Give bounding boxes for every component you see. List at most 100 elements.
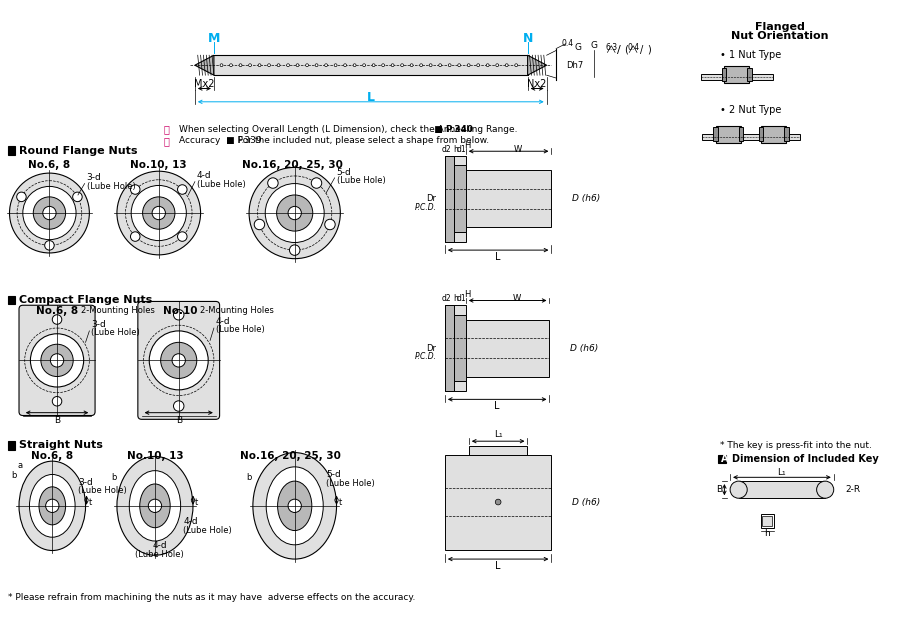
Bar xyxy=(469,446,527,454)
Text: h: h xyxy=(764,529,770,538)
Text: D (h6): D (h6) xyxy=(571,343,598,353)
Circle shape xyxy=(117,171,201,255)
Text: b: b xyxy=(112,473,117,482)
Circle shape xyxy=(50,354,64,367)
Text: A: A xyxy=(721,454,728,464)
Text: 2-Mounting Holes: 2-Mounting Holes xyxy=(81,306,155,316)
Text: No.16, 20, 25, 30: No.16, 20, 25, 30 xyxy=(242,161,343,171)
Ellipse shape xyxy=(277,481,311,531)
Bar xyxy=(713,128,718,141)
Text: * Please refrain from machining the nuts as it may have  adverse effects on the : * Please refrain from machining the nuts… xyxy=(7,593,415,601)
Text: Flanged: Flanged xyxy=(754,22,805,32)
Circle shape xyxy=(52,315,62,324)
Text: ■ P.340: ■ P.340 xyxy=(428,125,473,134)
Circle shape xyxy=(267,64,271,66)
Circle shape xyxy=(410,64,413,66)
Circle shape xyxy=(266,184,324,242)
Text: No.16, 20, 25, 30: No.16, 20, 25, 30 xyxy=(239,451,340,461)
Circle shape xyxy=(130,232,140,241)
Text: (Lube Hole): (Lube Hole) xyxy=(91,329,140,337)
Circle shape xyxy=(816,481,833,498)
Circle shape xyxy=(286,64,290,66)
Circle shape xyxy=(258,64,261,66)
Bar xyxy=(445,305,466,391)
Bar xyxy=(718,454,726,463)
Text: /: / xyxy=(640,45,644,55)
Text: (Lube Hole): (Lube Hole) xyxy=(197,180,246,189)
FancyBboxPatch shape xyxy=(138,301,220,419)
Text: t: t xyxy=(195,497,198,507)
Bar xyxy=(716,126,741,143)
Text: L₁: L₁ xyxy=(778,468,787,477)
Circle shape xyxy=(392,64,394,66)
Circle shape xyxy=(486,64,489,66)
Text: No.6, 8: No.6, 8 xyxy=(36,306,78,316)
Bar xyxy=(445,156,455,242)
Text: B: B xyxy=(176,416,182,425)
Circle shape xyxy=(31,334,84,387)
Circle shape xyxy=(220,64,223,66)
Text: No.6, 8: No.6, 8 xyxy=(29,161,70,171)
Circle shape xyxy=(40,344,73,376)
Bar xyxy=(466,319,550,376)
Text: (Lube Hole): (Lube Hole) xyxy=(184,526,232,535)
Circle shape xyxy=(152,206,166,219)
Circle shape xyxy=(448,64,451,66)
Text: 5-d: 5-d xyxy=(326,470,341,479)
Ellipse shape xyxy=(140,484,170,528)
Text: b: b xyxy=(12,471,17,480)
Text: W: W xyxy=(514,145,522,154)
Bar xyxy=(7,441,15,450)
Circle shape xyxy=(315,64,318,66)
Text: (Lube Hole): (Lube Hole) xyxy=(337,176,385,185)
Text: G: G xyxy=(574,43,581,52)
Circle shape xyxy=(46,499,58,513)
Text: a: a xyxy=(17,461,22,471)
Bar xyxy=(454,315,466,381)
Text: h: h xyxy=(453,145,458,154)
Circle shape xyxy=(10,173,89,253)
Text: H: H xyxy=(464,141,471,150)
Text: Straight Nuts: Straight Nuts xyxy=(19,440,103,451)
Circle shape xyxy=(131,185,186,241)
Circle shape xyxy=(306,64,309,66)
Text: 4-d: 4-d xyxy=(197,172,211,180)
Bar xyxy=(445,305,455,391)
Circle shape xyxy=(429,64,432,66)
Circle shape xyxy=(382,64,384,66)
Circle shape xyxy=(400,64,403,66)
Circle shape xyxy=(288,499,302,513)
Text: 2-Mounting Holes: 2-Mounting Holes xyxy=(200,306,274,316)
Bar xyxy=(762,516,772,526)
Text: N: N xyxy=(522,32,533,45)
Text: 4-d: 4-d xyxy=(184,518,198,526)
Text: d2: d2 xyxy=(442,294,452,303)
Text: 4-d: 4-d xyxy=(152,541,167,551)
Circle shape xyxy=(458,64,461,66)
Text: * The key is press-fit into the nut.: * The key is press-fit into the nut. xyxy=(720,441,871,451)
Bar xyxy=(454,166,466,232)
Text: Nut Orientation: Nut Orientation xyxy=(731,31,828,41)
Text: Dr: Dr xyxy=(427,194,436,203)
Circle shape xyxy=(148,499,162,513)
Text: d1: d1 xyxy=(456,294,466,303)
Text: For the included nut, please select a shape from below.: For the included nut, please select a sh… xyxy=(238,136,489,145)
Bar xyxy=(722,68,726,81)
Text: ⓘ: ⓘ xyxy=(164,136,169,146)
Circle shape xyxy=(142,197,175,229)
Text: • 1 Nut Type: • 1 Nut Type xyxy=(720,50,781,60)
Bar xyxy=(214,55,527,75)
Text: P.C.D.: P.C.D. xyxy=(415,352,436,361)
Circle shape xyxy=(73,192,82,202)
Circle shape xyxy=(325,219,335,230)
Ellipse shape xyxy=(253,453,337,559)
Text: 4-d: 4-d xyxy=(216,317,230,326)
Text: d1: d1 xyxy=(456,145,466,154)
Circle shape xyxy=(344,64,346,66)
Ellipse shape xyxy=(130,471,181,541)
Text: L: L xyxy=(495,560,501,571)
Text: 0.4: 0.4 xyxy=(562,39,573,48)
Text: No.10, 13: No.10, 13 xyxy=(130,161,187,171)
Text: ⓘ: ⓘ xyxy=(164,125,169,135)
Ellipse shape xyxy=(30,474,75,537)
